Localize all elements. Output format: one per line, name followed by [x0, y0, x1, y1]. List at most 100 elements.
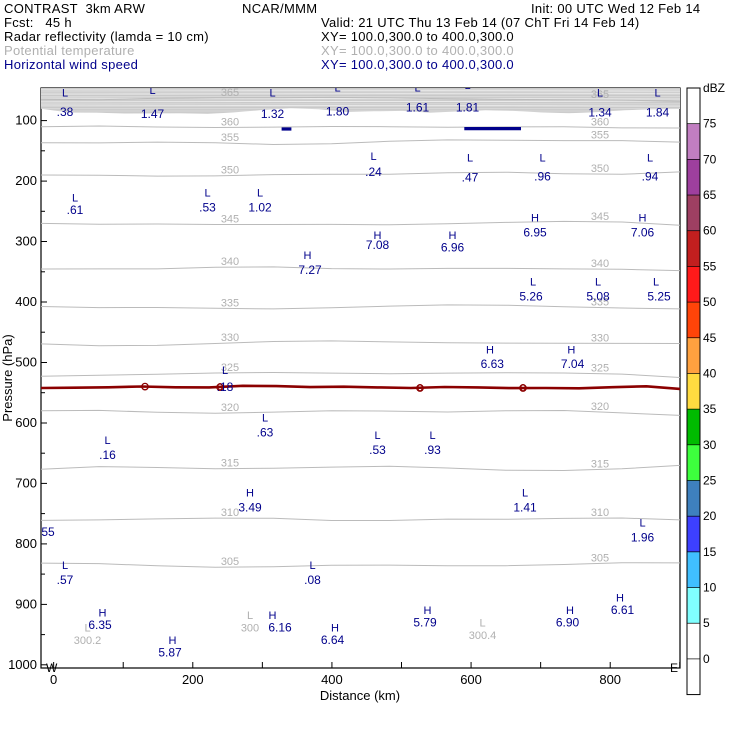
- svg-text:310: 310: [591, 507, 609, 519]
- svg-text:L: L: [647, 153, 653, 165]
- svg-text:300.4: 300.4: [469, 630, 497, 642]
- svg-text:5: 5: [703, 616, 710, 630]
- svg-text:7.06: 7.06: [631, 226, 655, 240]
- svg-text:.61: .61: [67, 203, 84, 217]
- svg-text:L: L: [257, 188, 263, 200]
- svg-text:345: 345: [221, 214, 239, 226]
- svg-text:H: H: [639, 213, 647, 225]
- svg-text:335: 335: [221, 298, 239, 310]
- svg-text:20: 20: [703, 509, 717, 523]
- svg-text:1.61: 1.61: [406, 101, 430, 115]
- svg-text:dBZ: dBZ: [703, 81, 725, 95]
- svg-text:350: 350: [221, 165, 239, 177]
- svg-text:1.34: 1.34: [588, 106, 612, 120]
- svg-text:355: 355: [591, 130, 609, 142]
- svg-text:0: 0: [417, 383, 423, 394]
- svg-text:.16: .16: [99, 448, 116, 462]
- svg-text:200: 200: [15, 173, 37, 188]
- svg-text:50: 50: [703, 295, 717, 309]
- svg-text:300.2: 300.2: [74, 635, 102, 647]
- svg-text:5.25: 5.25: [647, 290, 671, 304]
- svg-text:1.32: 1.32: [261, 107, 285, 121]
- svg-text:305: 305: [221, 556, 239, 568]
- svg-text:360: 360: [221, 116, 239, 128]
- svg-text:.57: .57: [57, 573, 74, 587]
- svg-text:L: L: [262, 413, 268, 425]
- svg-text:.63: .63: [257, 426, 274, 440]
- svg-text:.94: .94: [642, 170, 659, 184]
- svg-text:60: 60: [703, 224, 717, 238]
- svg-text:L: L: [62, 88, 68, 100]
- svg-text:L: L: [370, 151, 376, 163]
- svg-text:1.41: 1.41: [513, 501, 537, 515]
- svg-text:340: 340: [591, 258, 609, 270]
- svg-text:800: 800: [15, 536, 37, 551]
- svg-text:5.26: 5.26: [519, 290, 543, 304]
- svg-text:3.49: 3.49: [238, 501, 262, 515]
- svg-text:65: 65: [703, 188, 717, 202]
- svg-text:345: 345: [591, 211, 609, 223]
- svg-text:H: H: [486, 344, 494, 356]
- svg-text:7.04: 7.04: [561, 357, 585, 371]
- svg-text:600: 600: [460, 672, 482, 687]
- svg-text:7.27: 7.27: [298, 263, 322, 277]
- svg-text:6.95: 6.95: [523, 226, 547, 240]
- svg-text:L: L: [654, 88, 660, 100]
- svg-text:L: L: [639, 518, 645, 530]
- svg-text:6.35: 6.35: [88, 618, 112, 632]
- svg-text:70: 70: [703, 152, 717, 166]
- svg-text:L: L: [429, 430, 435, 442]
- svg-text:350: 350: [591, 163, 609, 175]
- svg-text:5.87: 5.87: [158, 646, 182, 660]
- svg-text:.47: .47: [462, 171, 479, 185]
- svg-text:330: 330: [591, 332, 609, 344]
- svg-text:L: L: [269, 88, 275, 100]
- svg-text:L: L: [62, 560, 68, 572]
- svg-text:L: L: [597, 88, 603, 100]
- svg-text:800: 800: [599, 672, 621, 687]
- svg-text:6.96: 6.96: [441, 241, 465, 255]
- svg-text:1.84: 1.84: [646, 106, 670, 120]
- svg-text:325: 325: [591, 363, 609, 375]
- svg-text:L: L: [530, 276, 536, 288]
- svg-text:L: L: [204, 188, 210, 200]
- svg-text:H: H: [246, 488, 254, 500]
- svg-text:L: L: [467, 153, 473, 165]
- svg-text:L: L: [522, 488, 528, 500]
- svg-text:300: 300: [241, 623, 259, 635]
- svg-text:200: 200: [182, 672, 204, 687]
- svg-text:30: 30: [703, 438, 717, 452]
- svg-text:10: 10: [703, 581, 717, 595]
- svg-text:400: 400: [321, 672, 343, 687]
- svg-text:305: 305: [591, 552, 609, 564]
- svg-text:0: 0: [520, 383, 526, 394]
- svg-text:L: L: [334, 83, 340, 95]
- svg-text:H: H: [304, 250, 312, 262]
- svg-text:L: L: [247, 610, 253, 622]
- svg-text:1.80: 1.80: [326, 105, 350, 119]
- svg-text:365: 365: [221, 87, 239, 99]
- svg-text:340: 340: [221, 256, 239, 268]
- svg-text:L: L: [653, 276, 659, 288]
- svg-text:320: 320: [591, 401, 609, 413]
- svg-text:400: 400: [15, 294, 37, 309]
- svg-text:.53: .53: [369, 443, 386, 457]
- svg-text:L: L: [539, 153, 545, 165]
- svg-text:75: 75: [703, 117, 717, 131]
- svg-text:Distance (km): Distance (km): [320, 688, 400, 703]
- svg-text:L: L: [479, 618, 485, 630]
- svg-text:L: L: [374, 430, 380, 442]
- svg-text:W: W: [46, 661, 58, 675]
- svg-text:L: L: [149, 85, 155, 97]
- svg-text:Pressure (hPa): Pressure (hPa): [0, 334, 15, 421]
- svg-text:320: 320: [221, 402, 239, 414]
- svg-text:500: 500: [15, 355, 37, 370]
- svg-text:6.64: 6.64: [321, 633, 345, 647]
- svg-text:L: L: [222, 365, 228, 377]
- svg-text:300: 300: [15, 234, 37, 249]
- svg-text:H: H: [567, 344, 575, 356]
- svg-text:6.16: 6.16: [268, 621, 292, 635]
- svg-text:L: L: [309, 560, 315, 572]
- svg-text:5.08: 5.08: [586, 290, 610, 304]
- svg-text:1.81: 1.81: [456, 101, 480, 115]
